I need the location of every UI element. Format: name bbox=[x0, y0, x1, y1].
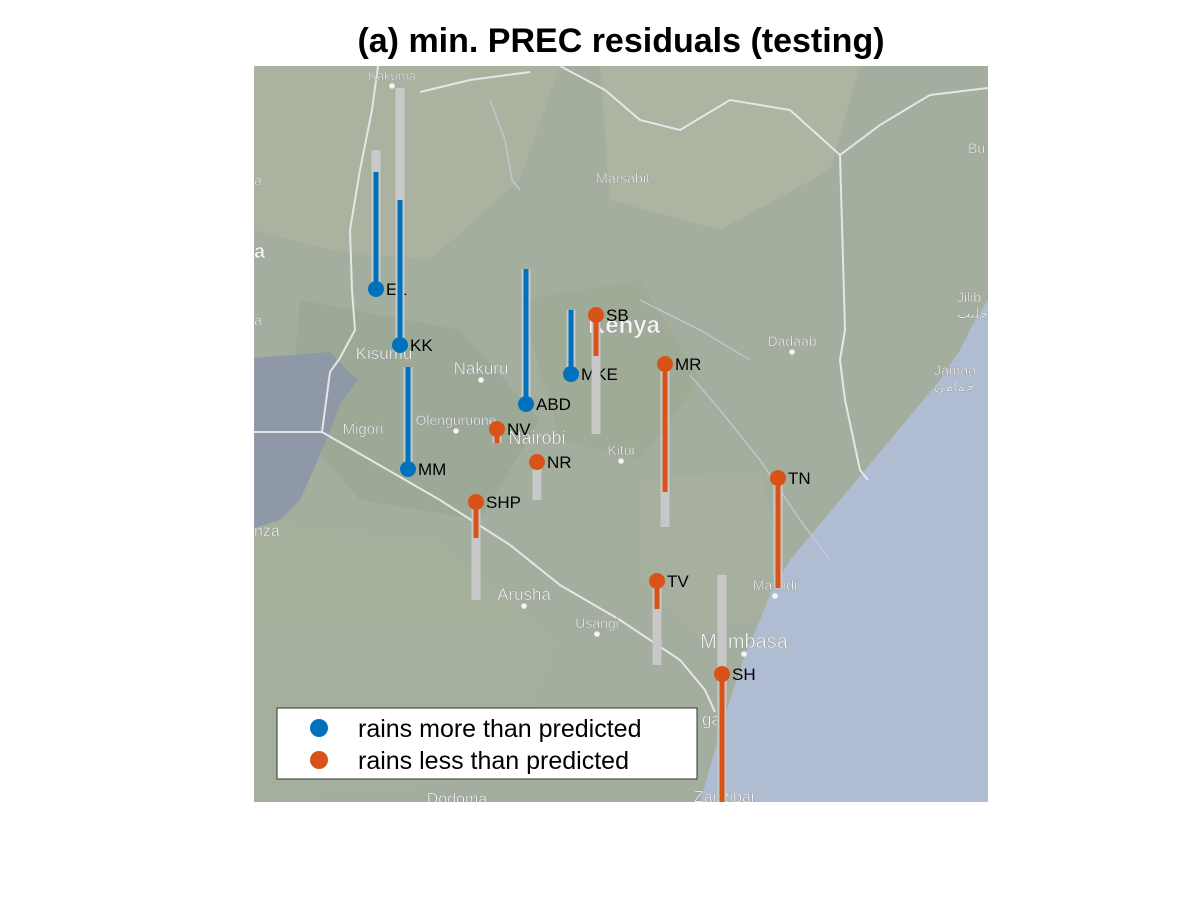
station-dot bbox=[770, 470, 786, 486]
place-label: Mombasa bbox=[700, 631, 789, 653]
station-dot bbox=[657, 356, 673, 372]
station-label: KK bbox=[410, 336, 433, 355]
legend-marker bbox=[310, 751, 328, 769]
place-dot bbox=[772, 593, 778, 599]
station-label: MR bbox=[675, 355, 701, 374]
place-label: Usangi bbox=[575, 615, 619, 631]
place-label: Marsabit bbox=[596, 170, 650, 186]
place-dot bbox=[789, 349, 795, 355]
place-label: Bu bbox=[968, 140, 985, 156]
place-dot bbox=[618, 458, 624, 464]
station-dot bbox=[563, 366, 579, 382]
place-dot bbox=[594, 631, 600, 637]
place-dot bbox=[478, 377, 484, 383]
place-label: Jamaa bbox=[934, 362, 976, 378]
station-dot bbox=[649, 573, 665, 589]
place-label: a bbox=[254, 241, 266, 263]
place-label: جمامى bbox=[934, 378, 974, 394]
station-dot bbox=[400, 461, 416, 477]
station-dot bbox=[468, 494, 484, 510]
station-label: SH bbox=[732, 665, 756, 684]
station-label: NV bbox=[507, 420, 531, 439]
station-label: TV bbox=[667, 572, 689, 591]
place-label: Jilib bbox=[957, 289, 981, 305]
legend: rains more than predicted rains less than… bbox=[276, 707, 698, 780]
place-dot bbox=[389, 83, 395, 89]
station-markers: ELKKMMABDMKESBMRNVNRSHPTNTVSH bbox=[368, 88, 811, 802]
legend-marker bbox=[310, 719, 328, 737]
rivers bbox=[489, 99, 831, 561]
indian-ocean bbox=[700, 300, 988, 802]
place-label: Olenguruone bbox=[416, 412, 497, 428]
place-label: Nakuru bbox=[454, 359, 509, 378]
place-dot bbox=[521, 603, 527, 609]
legend-label: rains more than predicted bbox=[358, 715, 641, 743]
lake-victoria bbox=[254, 352, 358, 528]
legend-box bbox=[276, 707, 698, 780]
place-label: Dadaab bbox=[767, 333, 816, 349]
place-label: nza bbox=[254, 523, 280, 540]
station-dot bbox=[588, 307, 604, 323]
station-label: NR bbox=[547, 453, 572, 472]
place-label: Kitui bbox=[607, 442, 634, 458]
country-borders bbox=[254, 66, 988, 713]
station-label: TN bbox=[788, 469, 811, 488]
station-label: MM bbox=[418, 460, 446, 479]
station-label: ABD bbox=[536, 395, 571, 414]
station-label: SHP bbox=[486, 493, 521, 512]
place-label: a bbox=[254, 312, 262, 328]
place-label: Nairobi bbox=[508, 428, 565, 448]
station-dot bbox=[529, 454, 545, 470]
station-dot bbox=[714, 666, 730, 682]
legend-label: rains less than predicted bbox=[358, 747, 629, 775]
place-dot bbox=[453, 428, 459, 434]
map-title: (a) min. PREC residuals (testing) bbox=[357, 22, 885, 60]
place-label: Dodoma bbox=[427, 791, 488, 808]
place-label: جليب bbox=[957, 305, 988, 321]
place-label: a bbox=[254, 172, 262, 188]
station-dot bbox=[392, 337, 408, 353]
place-label: Kakuma bbox=[368, 68, 416, 83]
place-label: Arusha bbox=[497, 585, 551, 604]
place-label: ga bbox=[702, 710, 721, 729]
place-dot bbox=[741, 651, 747, 657]
station-dot bbox=[368, 281, 384, 297]
place-label: Migori bbox=[343, 421, 384, 438]
station-dot bbox=[489, 421, 505, 437]
station-dot bbox=[518, 396, 534, 412]
station-label: SB bbox=[606, 306, 629, 325]
